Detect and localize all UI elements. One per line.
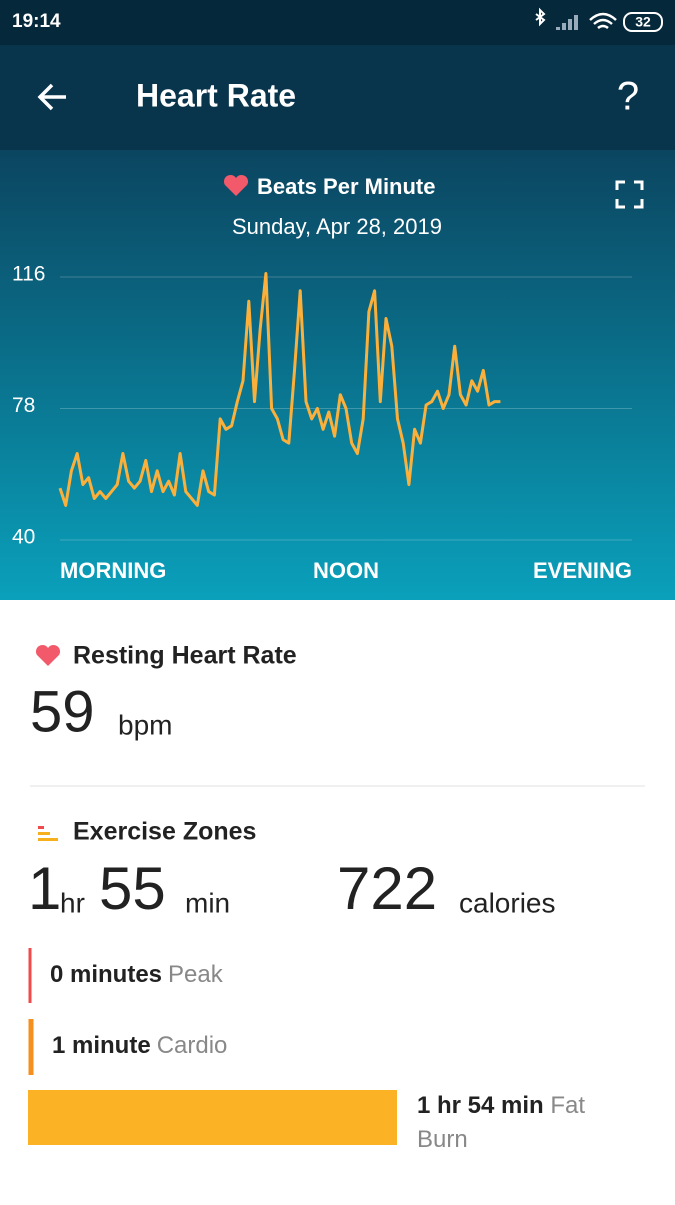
x-tick-label: NOON [313, 558, 379, 583]
zone-name: Peak [168, 961, 224, 988]
y-tick-label: 40 [12, 526, 35, 549]
x-tick-label: MORNING [60, 558, 166, 583]
duration-hours-unit: hr [60, 887, 85, 918]
chart-title: Beats Per Minute [257, 174, 436, 199]
y-tick-label: 116 [12, 263, 45, 286]
resting-value: 59 [30, 679, 95, 744]
expand-button[interactable] [615, 180, 644, 209]
zone-name: Cardio [157, 1032, 228, 1059]
zone-amount: 1 minute [52, 1032, 151, 1059]
clock: 19:14 [12, 11, 61, 32]
screen-title: Heart Rate [136, 77, 296, 113]
resting-unit: bpm [118, 709, 172, 740]
help-button[interactable]: ? [617, 75, 639, 119]
zone-amount: 0 minutes [50, 961, 162, 988]
section-title: Exercise Zones [73, 818, 256, 846]
zone-row-text: 1 hr 54 min Fat Burn [417, 1089, 637, 1157]
zones-icon [38, 826, 58, 841]
battery-icon [623, 12, 663, 32]
chart-subtitle: Sunday, Apr 28, 2019 [232, 214, 442, 239]
heart-icon [223, 174, 249, 196]
heart-icon [35, 644, 61, 666]
heart-rate-line [58, 272, 501, 507]
x-tick-label: EVENING [533, 558, 632, 583]
back-button[interactable] [37, 83, 66, 111]
zone-row: 1 hr 54 min Fat Burn [417, 1089, 637, 1157]
zone-row: 1 minute Cardio [52, 1032, 227, 1059]
duration-minutes-unit: min [185, 887, 230, 918]
calories-unit: calories [459, 887, 555, 918]
y-tick-label: 78 [12, 394, 35, 417]
app-bar [0, 45, 675, 150]
status-bar [0, 0, 675, 45]
fat-burn-bar [28, 1090, 397, 1145]
signal-icon [556, 15, 578, 30]
bluetooth-icon [535, 7, 546, 27]
zone-name: Fat Burn [417, 1092, 586, 1153]
zone-row: 0 minutes Peak [50, 961, 224, 988]
section-title: Resting Heart Rate [73, 642, 297, 670]
battery-level: 32 [635, 14, 651, 30]
duration-minutes: 55 [99, 855, 166, 922]
wifi-icon [589, 12, 617, 30]
zone-amount: 1 hr 54 min [417, 1092, 544, 1119]
calories-value: 722 [337, 855, 437, 922]
duration-hours: 1 [28, 855, 61, 922]
chart-panel [0, 150, 675, 600]
zones-icon-peak [38, 826, 44, 829]
